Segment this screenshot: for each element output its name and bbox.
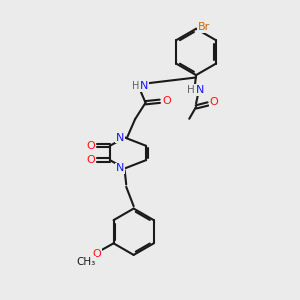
Text: O: O xyxy=(86,155,95,165)
Text: O: O xyxy=(92,249,101,259)
Text: Br: Br xyxy=(198,22,211,32)
Text: H: H xyxy=(187,85,195,95)
Text: H: H xyxy=(132,81,140,92)
Text: N: N xyxy=(140,81,148,92)
Text: N: N xyxy=(116,133,124,142)
Text: O: O xyxy=(162,96,171,106)
Text: CH₃: CH₃ xyxy=(76,257,96,267)
Text: O: O xyxy=(86,141,95,151)
Text: N: N xyxy=(116,164,124,173)
Text: N: N xyxy=(196,85,204,95)
Text: O: O xyxy=(209,97,218,107)
